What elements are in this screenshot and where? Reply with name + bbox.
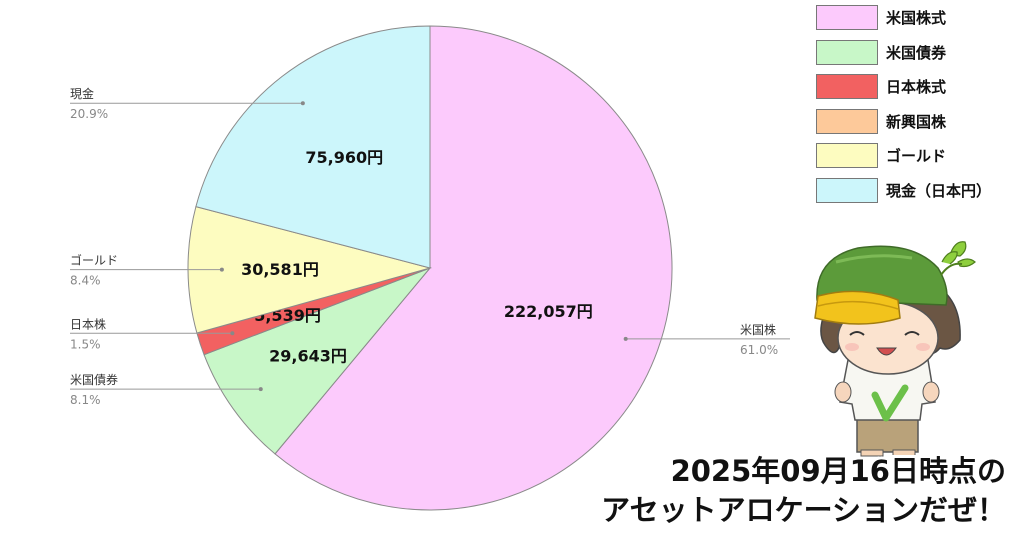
pie-slice-amount-label: 75,960円: [305, 148, 383, 167]
pie-callout-percent: 8.4%: [70, 274, 101, 288]
legend-item-jp-stocks: 日本株式: [812, 71, 1024, 106]
pie-callout-name: 米国株: [740, 322, 776, 337]
pie-slice: [274, 25, 673, 511]
legend-label: 日本株式: [886, 78, 947, 96]
pie-callout-percent: 8.1%: [70, 393, 101, 407]
caption-title-line: アセットアロケーションだぜ！: [601, 493, 1006, 527]
legend-item-us-stocks: 米国株式: [812, 2, 1024, 37]
pie-slice-amount-label: 30,581円: [241, 260, 319, 279]
legend-label: 現金（日本円）: [886, 181, 992, 200]
pie-callout-name: 日本株: [70, 316, 106, 331]
legend-swatch: [816, 74, 878, 99]
legend-swatch: [816, 177, 878, 203]
pie-slice: [203, 266, 432, 455]
pie-callout-dot: [623, 336, 628, 341]
legend-swatch: [816, 108, 878, 134]
pie-slice-amount-label: 222,057円: [504, 302, 593, 321]
pie-callout-dot: [258, 387, 263, 392]
pie-callout-dot: [230, 331, 235, 336]
kappa-boy-mascot-icon: [814, 241, 976, 457]
legend-label: 米国株式: [886, 9, 947, 27]
legend-label: 米国債券: [886, 43, 947, 62]
pie-callout-dot: [219, 267, 224, 272]
pie-callout-name: 米国債券: [70, 372, 118, 387]
legend-swatch: [816, 143, 878, 168]
legend-label: 新興国株: [886, 112, 947, 131]
legend-swatch: [816, 5, 878, 30]
pie-callout-percent: 1.5%: [70, 337, 101, 351]
pie-slice: [195, 25, 431, 269]
legend-swatch: [816, 39, 878, 65]
legend-label: ゴールド: [886, 147, 947, 165]
pie-slice-amount-label: 29,643円: [269, 346, 347, 365]
pie-callout-name: ゴールド: [70, 253, 118, 268]
chart-legend: 米国株式 米国債券 日本株式 新興国株 ゴールド 現金（日本円）: [812, 2, 1024, 209]
caption-date-line: 2025年09月16日時点の: [670, 454, 1006, 488]
legend-item-emerging-stocks: 新興国株: [812, 106, 1024, 141]
legend-item-gold: ゴールド: [812, 140, 1024, 175]
pie-callout-percent: 61.0%: [740, 343, 778, 357]
pie-callouts: 米国株 61.0% 米国債券 8.1% 日本株 1.5% ゴールド 8.4% 現金 20.9%: [70, 86, 790, 407]
pie-callout-percent: 20.9%: [70, 107, 108, 121]
legend-item-cash: 現金（日本円）: [812, 175, 1024, 210]
pie-callout-name: 現金: [70, 86, 94, 101]
legend-item-us-bonds: 米国債券: [812, 37, 1024, 72]
pie-callout-dot: [300, 101, 305, 106]
